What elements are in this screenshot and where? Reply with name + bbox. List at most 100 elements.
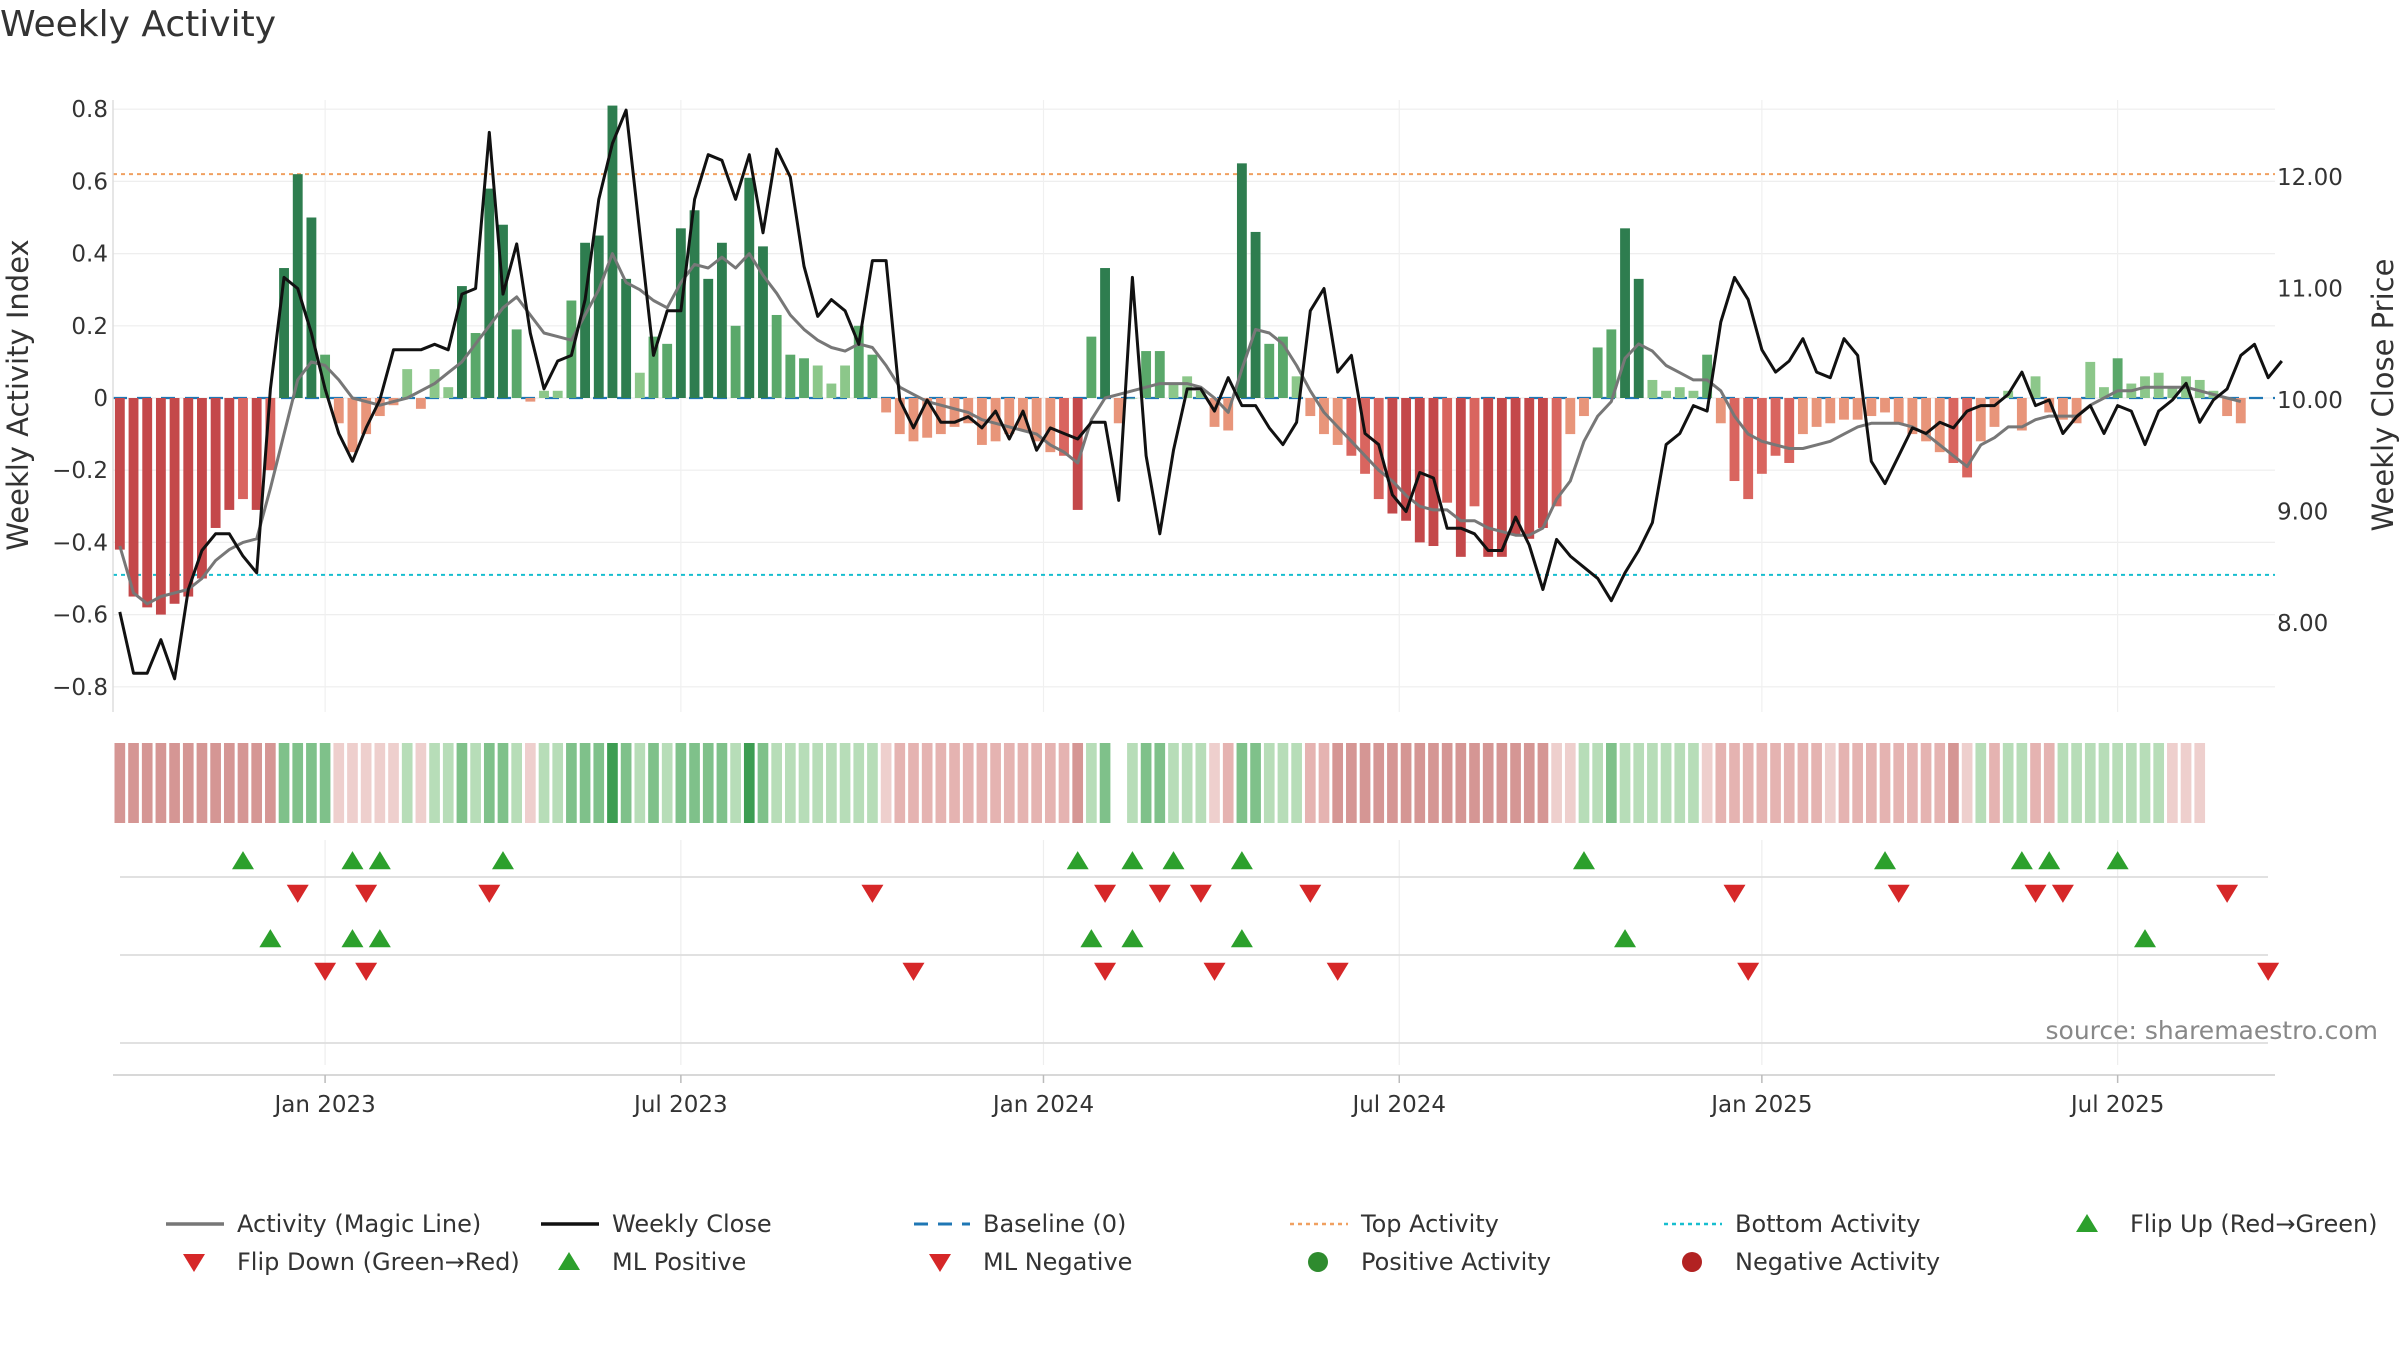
strip-cell	[388, 743, 399, 823]
activity-bar	[1182, 376, 1193, 398]
legend-label: Baseline (0)	[983, 1210, 1126, 1238]
strip-cell	[141, 743, 153, 823]
strip-cell	[2112, 743, 2123, 823]
strip-cell	[1537, 743, 1549, 823]
strip-cell	[2167, 743, 2178, 823]
y2-axis-label: Weekly Close Price	[2366, 259, 2400, 532]
strip-cell	[1783, 743, 1795, 823]
strip-cell	[182, 743, 194, 823]
ml-negative-marker	[1326, 962, 1349, 981]
strip-cell	[1578, 743, 1590, 823]
ml-positive-marker	[341, 929, 364, 948]
strip-cell	[319, 743, 331, 823]
strip-cell	[1387, 743, 1398, 823]
strip-cell	[2043, 743, 2055, 823]
strip-cell	[1373, 743, 1385, 823]
activity-bar	[744, 177, 755, 398]
activity-bar	[1072, 398, 1083, 510]
activity-bar	[2153, 372, 2164, 398]
activity-bar	[881, 398, 892, 413]
strip-cell	[976, 743, 988, 823]
activity-bar	[935, 398, 946, 435]
activity-bar	[1921, 398, 1931, 442]
flip-up-marker	[1874, 851, 1897, 870]
strip-cell	[1907, 743, 1918, 823]
strip-cell	[661, 743, 673, 823]
strip-cell	[1770, 743, 1781, 823]
flip-up-marker	[2106, 851, 2129, 870]
flip-down-marker	[478, 884, 501, 903]
strip-cell	[1564, 743, 1576, 823]
legend-label: Weekly Close	[612, 1210, 772, 1238]
activity-bar	[1360, 398, 1370, 474]
flip-up-marker	[1230, 851, 1253, 870]
activity-bar	[1756, 398, 1767, 474]
strip-cell	[497, 743, 509, 823]
ml-negative-marker	[314, 962, 337, 981]
strip-cell	[894, 743, 906, 823]
legend-label: Positive Activity	[1361, 1248, 1551, 1276]
activity-bar	[1825, 398, 1836, 424]
series-lines	[118, 108, 2283, 681]
strip-cell	[812, 743, 824, 823]
legend-item: Positive Activity	[1308, 1248, 1551, 1276]
activity-bar	[1059, 398, 1069, 456]
ml-positive-marker	[1614, 929, 1637, 948]
flip-up-marker	[1572, 851, 1595, 870]
strip-cell	[2016, 743, 2028, 823]
strip-cell	[1729, 743, 1740, 823]
activity-bar	[347, 398, 358, 453]
strip-cell	[1455, 743, 1467, 823]
ml-positive-marker	[259, 929, 282, 948]
y-tick-label: −0.4	[52, 530, 108, 556]
strip-cell	[2139, 743, 2151, 823]
activity-bar	[716, 242, 727, 398]
legend-label: Negative Activity	[1735, 1248, 1940, 1276]
strip-cell	[2057, 743, 2069, 823]
activity-bar	[1291, 376, 1302, 398]
activity-bar	[1045, 398, 1056, 453]
x-tick-label: Jan 2024	[991, 1092, 1094, 1118]
activity-bar	[306, 217, 317, 398]
activity-bar	[1250, 231, 1261, 398]
activity-bar	[949, 398, 960, 427]
flip-down-marker	[2024, 884, 2047, 903]
strip-cell	[1989, 743, 2000, 823]
ml-negative-marker	[355, 962, 378, 981]
ml-positive-marker	[1230, 929, 1253, 948]
activity-bar	[1496, 398, 1507, 557]
flip-up-marker	[231, 851, 254, 870]
strip-cell	[880, 743, 892, 823]
strip-cell	[1017, 743, 1029, 823]
x-tick-label: Jul 2023	[632, 1092, 728, 1118]
activity-bar	[976, 398, 987, 445]
strip-cell	[1168, 743, 1179, 823]
activity-bar	[771, 314, 782, 398]
strip-cell	[1647, 743, 1658, 823]
activity-bar	[1962, 398, 1973, 478]
strip-cell	[1975, 743, 1987, 823]
strip-cell	[798, 743, 810, 823]
activity-bar	[2030, 376, 2041, 398]
weekly-close-line	[118, 108, 2283, 681]
activity-bar	[1839, 398, 1849, 420]
strip-cell	[1551, 743, 1562, 823]
activity-bar	[1989, 398, 2000, 427]
ml-negative-marker	[1737, 962, 1760, 981]
activity-bar	[552, 390, 563, 398]
activity-bar	[2167, 387, 2178, 398]
legend-item: ML Negative	[929, 1248, 1132, 1276]
strip-cell	[1058, 743, 1070, 823]
activity-bar	[826, 383, 837, 398]
legend-item: Flip Up (Red→Green)	[2076, 1210, 2378, 1238]
strip-cell	[1660, 743, 1672, 823]
activity-bar	[2235, 398, 2246, 424]
strip-cell	[1715, 743, 1727, 823]
activity-bar	[415, 398, 426, 409]
strip-cell	[607, 743, 618, 823]
y-tick-label: 0	[93, 386, 108, 412]
activity-bar	[963, 398, 974, 424]
activity-bar	[1702, 354, 1713, 398]
activity-bar	[908, 398, 919, 442]
flip-down-marker	[861, 884, 884, 903]
